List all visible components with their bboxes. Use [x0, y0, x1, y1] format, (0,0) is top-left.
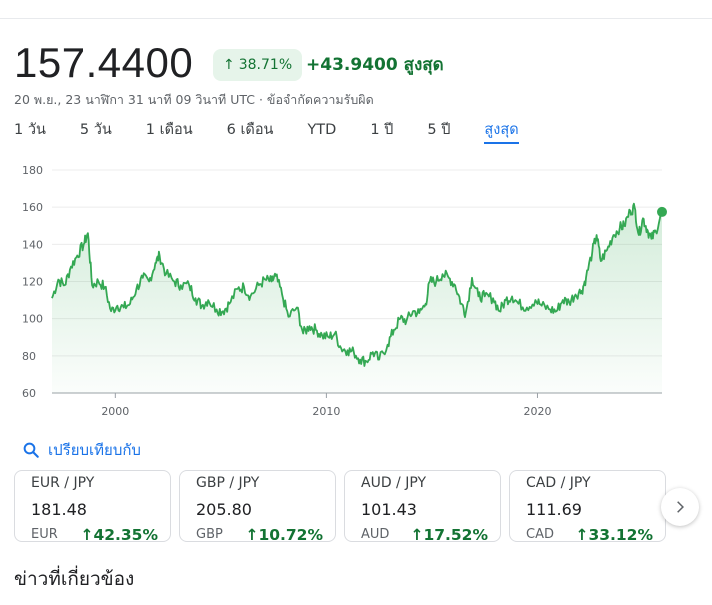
price-line [51, 202, 663, 367]
pair-change-value: 10.72% [258, 526, 323, 544]
y-tick-label: 120 [22, 276, 43, 289]
price-chart: 60 80 100 120 140 160 180 2000 2010 2020 [0, 158, 712, 428]
change-percent-chip: ↑ 38.71% [213, 49, 303, 81]
pair-value: 181.48 [31, 500, 87, 519]
related-news-title: ข่าวที่เกี่ยวข้อง [14, 568, 135, 590]
arrow-up-icon: ↑ [575, 526, 589, 544]
pair-change: ↑17.52% [410, 525, 488, 545]
arrow-up-icon: ↑ [80, 526, 94, 544]
pair-base-currency: EUR [31, 527, 58, 542]
top-bar-fragment [0, 0, 712, 19]
range-tab[interactable]: 1 ปี [370, 122, 394, 138]
x-tick-label: 2010 [312, 405, 340, 418]
y-tick-label: 100 [22, 313, 43, 326]
pair-change-value: 42.35% [93, 526, 158, 544]
change-percent-value: 38.71% [238, 57, 293, 73]
pair-base-currency: CAD [526, 527, 554, 542]
chevron-right-icon [677, 501, 684, 513]
range-tab[interactable]: 1 เดือน [145, 122, 193, 138]
pair-card[interactable]: EUR / JPY 181.48 EUR ↑42.35% [14, 470, 171, 545]
arrow-up-icon: ↑ [410, 526, 424, 544]
next-button[interactable] [661, 488, 699, 526]
range-tab[interactable]: สูงสุด [484, 116, 519, 144]
current-price-dot [657, 206, 667, 217]
arrow-up-icon: ↑ [223, 57, 235, 73]
range-tab[interactable]: 1 วัน [14, 122, 46, 138]
compare-button[interactable]: เปรียบเทียบกับ [22, 438, 141, 462]
pair-value: 205.80 [196, 500, 252, 519]
y-tick-label: 160 [22, 201, 43, 214]
pair-change: ↑42.35% [80, 525, 158, 545]
area-fill [52, 203, 662, 393]
change-absolute-value: +43.9400 [306, 55, 398, 75]
pair-base-currency: GBP [196, 527, 223, 542]
pair-value: 111.69 [526, 500, 582, 519]
quote-price: 157.4400 [14, 39, 194, 86]
pair-value: 101.43 [361, 500, 417, 519]
pair-card[interactable]: AUD / JPY 101.43 AUD ↑17.52% [344, 470, 501, 545]
range-tab[interactable]: 6 เดือน [226, 122, 274, 138]
x-tick-label: 2000 [101, 405, 129, 418]
range-tabs: 1 วัน 5 วัน 1 เดือน 6 เดือน YTD 1 ปี 5 ปี สูงสุ… [14, 116, 519, 144]
pair-card[interactable]: GBP / JPY 205.80 GBP ↑10.72% [179, 470, 336, 545]
search-icon [23, 442, 39, 458]
pair-name: EUR / JPY [31, 475, 95, 491]
y-tick-label: 140 [22, 238, 43, 251]
quote-timestamp: 20 พ.ย., 23 นาฬิกา 31 นาที 09 วินาที UTC… [14, 92, 374, 107]
range-tab[interactable]: 5 วัน [79, 122, 112, 138]
pair-change: ↑33.12% [575, 525, 653, 545]
range-tab[interactable]: 5 ปี [427, 122, 451, 138]
pair-name: AUD / JPY [361, 475, 427, 491]
range-tab[interactable]: YTD [307, 122, 337, 138]
pair-change-value: 17.52% [423, 526, 488, 544]
y-tick-label: 60 [22, 387, 36, 400]
x-tick-label: 2020 [523, 405, 551, 418]
change-absolute: +43.9400 สูงสุด [306, 53, 444, 77]
pair-change-value: 33.12% [588, 526, 653, 544]
related-pairs: EUR / JPY 181.48 EUR ↑42.35% GBP / JPY 205.80… [14, 470, 666, 545]
pair-name: CAD / JPY [526, 475, 591, 491]
y-tick-label: 180 [22, 164, 43, 177]
arrow-up-icon: ↑ [245, 526, 259, 544]
pair-card[interactable]: CAD / JPY 111.69 CAD ↑33.12% [509, 470, 666, 545]
pair-change: ↑10.72% [245, 525, 323, 545]
price-chart-svg: 60 80 100 120 140 160 180 2000 2010 2020 [22, 164, 667, 418]
compare-label: เปรียบเทียบกับ [48, 441, 141, 459]
pair-name: GBP / JPY [196, 475, 260, 491]
change-range-label: สูงสุด [403, 55, 444, 75]
pair-base-currency: AUD [361, 527, 390, 542]
y-tick-label: 80 [22, 350, 36, 363]
